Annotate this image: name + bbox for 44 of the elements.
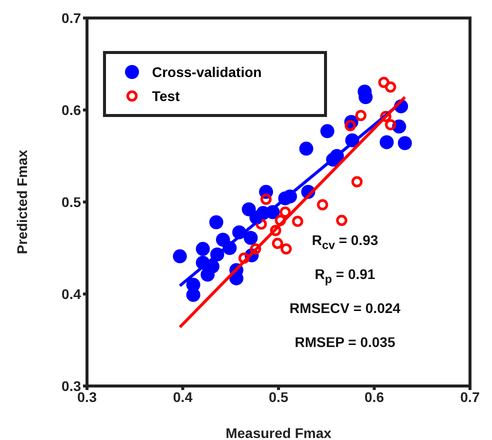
point <box>250 243 262 255</box>
x-tick-label: 0.6 <box>364 388 384 405</box>
point <box>200 268 215 282</box>
point <box>244 230 258 245</box>
point <box>398 136 412 150</box>
legend-label: Test <box>152 88 180 104</box>
point <box>186 288 200 302</box>
point <box>196 242 210 256</box>
point <box>280 243 292 255</box>
legend-label: Cross-validation <box>152 64 262 80</box>
point <box>378 76 390 88</box>
y-tick-label: 0.4 <box>62 286 82 302</box>
point <box>320 124 334 138</box>
point <box>272 238 284 249</box>
annotation: R$_{p}$ = 0.91 <box>314 266 376 286</box>
point <box>380 110 392 122</box>
point <box>280 206 291 218</box>
point <box>299 142 314 156</box>
point <box>344 120 356 132</box>
point <box>260 194 272 205</box>
point <box>172 249 187 264</box>
point <box>384 119 396 130</box>
y-tick-label: 0.5 <box>62 194 82 210</box>
y-axis-title: Predicted Fmax <box>14 150 30 254</box>
point <box>380 135 394 150</box>
point <box>336 214 348 226</box>
x-axis-title: Measured Fmax <box>226 425 332 440</box>
point <box>316 199 328 210</box>
point <box>384 81 396 93</box>
point <box>351 176 363 188</box>
y-tick-label: 0.7 <box>62 10 82 26</box>
x-tick-label: 0.4 <box>173 388 193 405</box>
annotation: RMSEP = 0.035 <box>294 334 396 350</box>
x-tick-label: 0.7 <box>460 388 480 405</box>
point <box>274 214 286 226</box>
point <box>209 215 224 230</box>
point <box>238 252 250 264</box>
point <box>292 216 304 227</box>
x-tick-label: 0.5 <box>268 388 288 405</box>
annotation: RMSECV = 0.024 <box>288 300 402 316</box>
point <box>355 110 366 122</box>
point <box>270 224 282 236</box>
y-tick-label: 0.6 <box>62 102 82 118</box>
annotation: R$_{cv}$ = 0.93 <box>310 232 380 252</box>
